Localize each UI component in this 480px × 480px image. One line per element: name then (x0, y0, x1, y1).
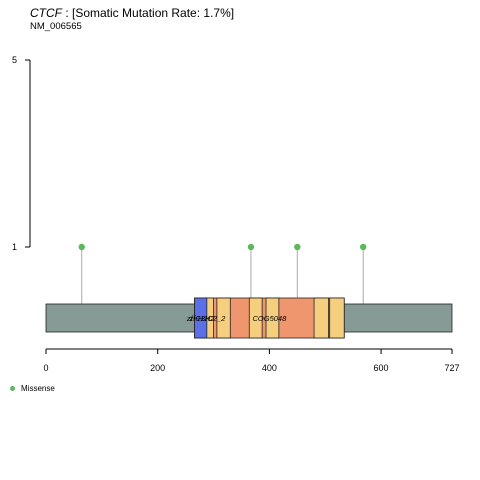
domain-zf-h2c2_2 (313, 297, 329, 339)
mutation-point (360, 243, 367, 251)
y-tick-label: 1 (12, 242, 17, 252)
domain-label: zf-H2C2_2 (188, 314, 226, 323)
x-tick-label: 600 (374, 363, 389, 373)
mutation-rate-text: : [Somatic Mutation Rate: 1.7%] (62, 6, 235, 20)
domain-zf-c2h2 (194, 297, 208, 339)
x-tick-label: 200 (150, 363, 165, 373)
domain-zf-h2c2_2 (265, 297, 280, 339)
domain-label: zf-C2H2 (186, 314, 215, 323)
domain-zf-h2c2_2 (216, 297, 231, 339)
legend: Missense (10, 384, 55, 393)
domain-label: COG5048 (252, 314, 287, 323)
gene-name: CTCF (30, 6, 62, 20)
domain-zf-h2c2_2 (329, 297, 345, 339)
x-tick-label: 727 (444, 363, 459, 373)
x-tick-label: 0 (43, 363, 48, 373)
chart-title: CTCF : [Somatic Mutation Rate: 1.7%] (30, 6, 234, 20)
mutation-point (294, 243, 301, 251)
legend-missense-marker (10, 386, 15, 391)
x-tick-label: 400 (262, 363, 277, 373)
mutation-point (247, 243, 255, 251)
mutation-point (78, 243, 85, 251)
y-tick-label: 5 (12, 55, 17, 65)
domain-zf-h2c2_2 (248, 297, 263, 339)
transcript-id: NM_006565 (30, 21, 82, 32)
legend-missense-label: Missense (21, 384, 55, 393)
